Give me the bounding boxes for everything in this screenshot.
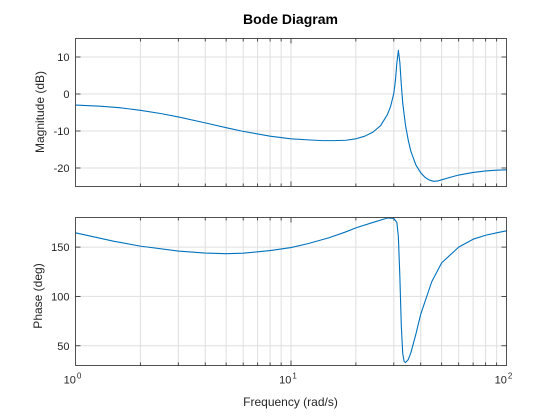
phase-gridlines (75, 217, 507, 366)
chart-title: Bode Diagram (243, 11, 338, 27)
frequency-xlabel: Frequency (rad/s) (243, 395, 338, 409)
x-tick-label: 101 (279, 372, 297, 387)
magnitude-ticks: 10 0 -10 -20 (54, 38, 507, 187)
phase-plot: 150 100 50 100 101 102 Phase (deg) Frequency … (31, 217, 513, 409)
y-tick-label: 50 (57, 341, 69, 353)
phase-axes-frame (75, 217, 507, 366)
y-tick-label: 10 (57, 52, 69, 64)
x-tick-label: 100 (64, 372, 82, 387)
magnitude-gridlines (75, 38, 507, 187)
y-tick-label: -20 (54, 163, 70, 175)
y-tick-label: 150 (51, 242, 69, 254)
y-tick-label: 0 (63, 89, 69, 101)
phase-ylabel: Phase (deg) (31, 263, 45, 328)
magnitude-ylabel: Magnitude (dB) (33, 71, 47, 153)
magnitude-axes-frame (75, 38, 507, 187)
y-tick-label: 100 (51, 291, 69, 303)
y-tick-label: -10 (54, 126, 70, 138)
magnitude-plot: 10 0 -10 -20 Magnitude (dB) (33, 38, 507, 187)
magnitude-curve (75, 49, 507, 182)
phase-curve (75, 217, 507, 364)
x-tick-label: 102 (495, 372, 513, 387)
